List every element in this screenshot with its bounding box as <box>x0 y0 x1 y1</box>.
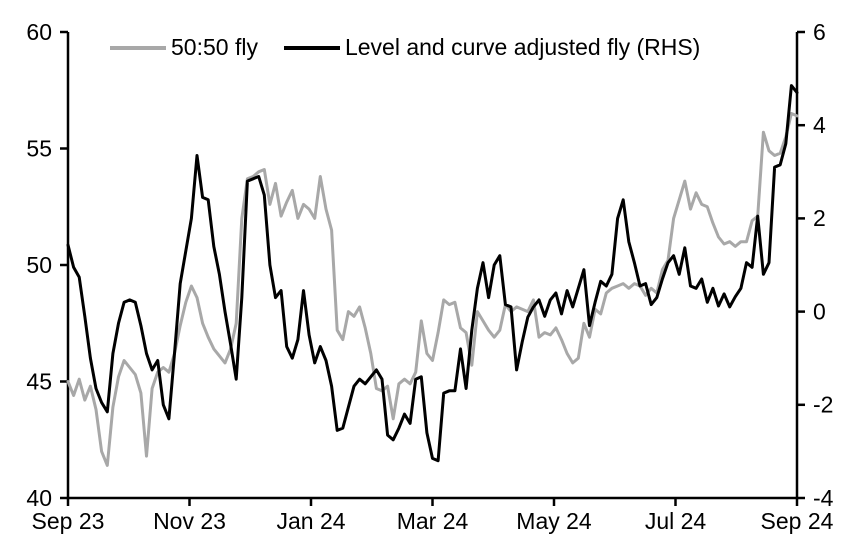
gray-line-swatch-icon <box>110 45 166 50</box>
legend-label: 50:50 fly <box>171 34 258 60</box>
series-line-level-and-curve-adjusted-fly-rhs- <box>66 84 799 463</box>
x-axis-tick-label: Sep 23 <box>32 508 105 534</box>
legend-label: Level and curve adjusted fly (RHS) <box>344 34 701 60</box>
right-axis-tick-label: 0 <box>813 298 826 324</box>
black-line-swatch-icon <box>283 45 340 50</box>
x-axis-tick-label: Jan 24 <box>276 508 345 534</box>
legend-item-adjusted-fly: Level and curve adjusted fly (RHS) <box>283 34 701 61</box>
right-axis-tick-label: 6 <box>813 19 826 45</box>
series-line-50-50-fly <box>66 112 799 467</box>
right-axis-tick-label: -4 <box>813 485 834 511</box>
x-axis-tick-label: Jul 24 <box>645 508 707 534</box>
right-axis-tick-label: 4 <box>813 112 826 138</box>
left-axis-tick-label: 45 <box>26 368 52 394</box>
x-axis-tick-label: May 24 <box>516 508 592 534</box>
chart-legend: 50:50 fly Level and curve adjusted fly (… <box>110 34 700 61</box>
x-axis-tick-label: Nov 23 <box>153 508 226 534</box>
left-axis-tick-label: 40 <box>26 485 52 511</box>
right-axis-tick-label: 2 <box>813 205 826 231</box>
right-axis-tick-label: -2 <box>813 392 833 418</box>
legend-item-5050-fly: 50:50 fly <box>110 34 258 61</box>
x-axis-tick-label: Sep 24 <box>761 508 834 534</box>
left-axis-tick-label: 60 <box>26 19 52 45</box>
left-axis-tick-label: 50 <box>26 252 52 278</box>
left-axis-tick-label: 55 <box>26 135 52 161</box>
x-axis-tick-label: Mar 24 <box>397 508 469 534</box>
